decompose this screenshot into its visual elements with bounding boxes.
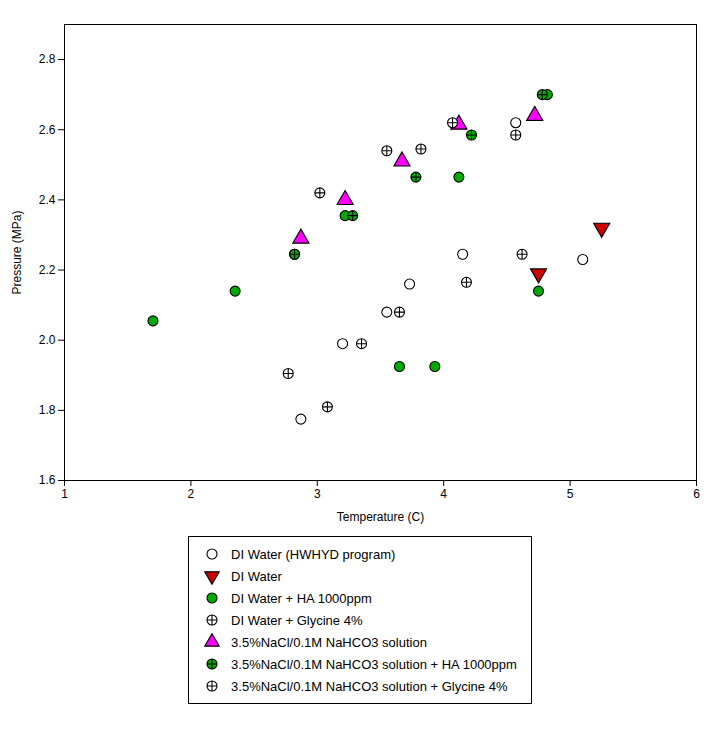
svg-text:1.8: 1.8 (39, 403, 56, 417)
svg-text:2: 2 (188, 487, 195, 501)
html-text:DI Water (HWHYD program): DI Water (HWHYD program) (231, 546, 396, 562)
html-text:DI Water: DI Water (231, 568, 282, 584)
svg-text:5: 5 (567, 487, 574, 501)
svg-text:2.8: 2.8 (39, 52, 56, 66)
svg-text:4: 4 (440, 487, 447, 501)
svg-text:2.0: 2.0 (39, 333, 56, 347)
html-text:DI Water + Glycine 4%: DI Water + Glycine 4% (231, 612, 363, 628)
svg-text:1: 1 (61, 487, 68, 501)
svg-text:Temperature (C): Temperature (C) (337, 510, 424, 524)
svg-text:1.6: 1.6 (39, 473, 56, 487)
html-text:3.5%NaCl/0.1M NaHCO3 solution: 3.5%NaCl/0.1M NaHCO3 solution + HA 1000p… (231, 656, 517, 672)
svg-text:6: 6 (693, 487, 700, 501)
svg-text:2.4: 2.4 (39, 193, 56, 207)
svg-text:Pressure (MPa): Pressure (MPa) (10, 210, 24, 294)
html-text:DI Water + HA 1000ppm: DI Water + HA 1000ppm (231, 590, 372, 606)
svg-text:2.6: 2.6 (39, 123, 56, 137)
html-text:3.5%NaCl/0.1M NaHCO3 solution: 3.5%NaCl/0.1M NaHCO3 solution + Glycine … (231, 678, 508, 694)
svg-text:2.2: 2.2 (39, 263, 56, 277)
html-text:3.5%NaCl/0.1M NaHCO3 solution: 3.5%NaCl/0.1M NaHCO3 solution (231, 634, 427, 650)
svg-text:3: 3 (314, 487, 321, 501)
